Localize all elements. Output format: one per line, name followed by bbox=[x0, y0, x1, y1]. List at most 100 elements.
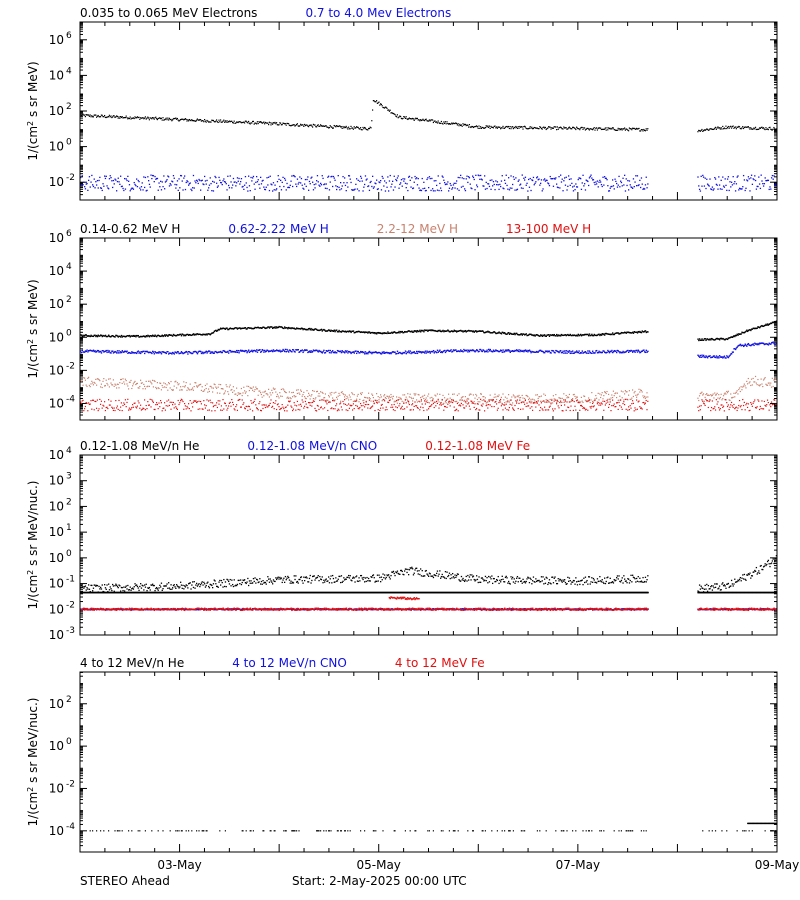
data-point bbox=[547, 401, 549, 403]
data-point bbox=[99, 116, 101, 118]
data-point bbox=[459, 399, 461, 401]
data-point bbox=[572, 394, 574, 396]
data-point bbox=[110, 382, 112, 384]
data-point bbox=[331, 407, 333, 409]
data-point bbox=[484, 397, 486, 399]
data-point bbox=[640, 351, 642, 354]
data-point bbox=[260, 183, 263, 185]
data-point bbox=[318, 408, 320, 411]
data-point bbox=[711, 128, 713, 130]
data-point bbox=[323, 328, 325, 331]
data-point bbox=[312, 400, 314, 402]
data-point bbox=[616, 396, 618, 399]
data-point bbox=[114, 350, 116, 353]
data-point bbox=[329, 392, 331, 394]
data-point bbox=[88, 350, 90, 352]
data-point bbox=[315, 328, 317, 330]
data-point bbox=[364, 353, 366, 355]
data-point bbox=[128, 351, 130, 354]
data-point bbox=[381, 400, 383, 402]
data-point bbox=[163, 334, 165, 337]
data-point bbox=[706, 128, 709, 130]
data-point bbox=[524, 397, 526, 400]
data-point bbox=[519, 184, 521, 186]
data-point bbox=[334, 330, 336, 333]
data-point bbox=[576, 186, 578, 188]
data-point bbox=[376, 179, 378, 181]
data-point bbox=[293, 394, 295, 397]
data-point bbox=[173, 117, 175, 120]
data-point bbox=[202, 183, 204, 185]
data-point bbox=[89, 386, 91, 388]
data-point bbox=[612, 127, 614, 129]
data-point bbox=[535, 351, 537, 353]
data-point bbox=[453, 329, 455, 332]
data-point bbox=[627, 349, 629, 352]
data-point bbox=[336, 186, 339, 188]
data-point bbox=[184, 118, 186, 120]
data-point bbox=[730, 125, 732, 127]
data-point bbox=[396, 332, 398, 334]
data-point bbox=[708, 185, 710, 187]
data-point bbox=[636, 349, 638, 352]
data-point bbox=[228, 352, 230, 354]
data-point bbox=[529, 177, 531, 180]
data-point bbox=[256, 121, 258, 123]
data-point bbox=[754, 343, 757, 345]
data-point bbox=[639, 351, 641, 354]
data-point bbox=[710, 394, 712, 396]
data-point bbox=[456, 122, 458, 125]
data-point bbox=[368, 399, 370, 401]
data-point bbox=[102, 116, 104, 118]
data-point bbox=[437, 120, 439, 122]
data-point bbox=[292, 408, 294, 410]
data-point bbox=[643, 187, 645, 190]
data-point bbox=[125, 379, 127, 382]
y-axis-label: 1/(cm2 s sr MeV) bbox=[26, 61, 41, 160]
data-point bbox=[702, 339, 705, 341]
data-point bbox=[490, 188, 492, 191]
data-point bbox=[610, 397, 612, 399]
data-point bbox=[718, 127, 721, 129]
data-point bbox=[265, 350, 267, 352]
data-point bbox=[292, 391, 294, 394]
data-point bbox=[553, 177, 555, 180]
data-point bbox=[615, 350, 617, 352]
data-point bbox=[316, 349, 318, 351]
data-point bbox=[701, 391, 703, 393]
data-point bbox=[754, 342, 756, 344]
data-point bbox=[736, 126, 738, 128]
data-point bbox=[746, 383, 749, 385]
data-point bbox=[414, 394, 416, 396]
data-point bbox=[196, 118, 198, 120]
data-point bbox=[332, 185, 334, 188]
data-point bbox=[610, 185, 612, 188]
data-point bbox=[441, 351, 443, 354]
data-point bbox=[492, 126, 494, 129]
y-tick-label: 10 -4 bbox=[49, 394, 76, 410]
data-point bbox=[412, 187, 414, 190]
data-point bbox=[98, 351, 100, 353]
data-point bbox=[263, 404, 265, 406]
data-point bbox=[261, 404, 263, 406]
data-point bbox=[446, 349, 448, 352]
data-point bbox=[136, 407, 138, 409]
data-point bbox=[460, 329, 462, 332]
data-point bbox=[223, 393, 225, 395]
data-point bbox=[373, 351, 375, 354]
data-point bbox=[156, 382, 158, 384]
data-point bbox=[320, 351, 323, 353]
data-point bbox=[742, 125, 744, 128]
data-point bbox=[552, 395, 554, 397]
data-point bbox=[545, 128, 547, 131]
data-point bbox=[721, 356, 723, 358]
data-point bbox=[746, 380, 748, 382]
data-point bbox=[134, 183, 136, 186]
data-point bbox=[500, 127, 502, 129]
data-point bbox=[763, 343, 766, 346]
data-point bbox=[504, 182, 507, 185]
data-point bbox=[640, 177, 643, 179]
data-point bbox=[175, 117, 177, 119]
data-point bbox=[612, 332, 614, 334]
data-point bbox=[180, 352, 182, 354]
